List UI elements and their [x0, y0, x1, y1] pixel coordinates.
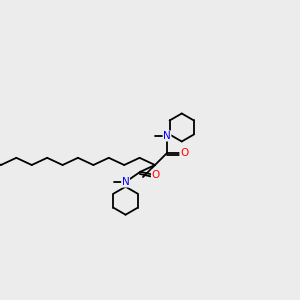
Text: O: O [152, 170, 160, 180]
Text: N: N [163, 131, 171, 141]
Text: N: N [122, 177, 129, 187]
Text: O: O [180, 148, 188, 158]
